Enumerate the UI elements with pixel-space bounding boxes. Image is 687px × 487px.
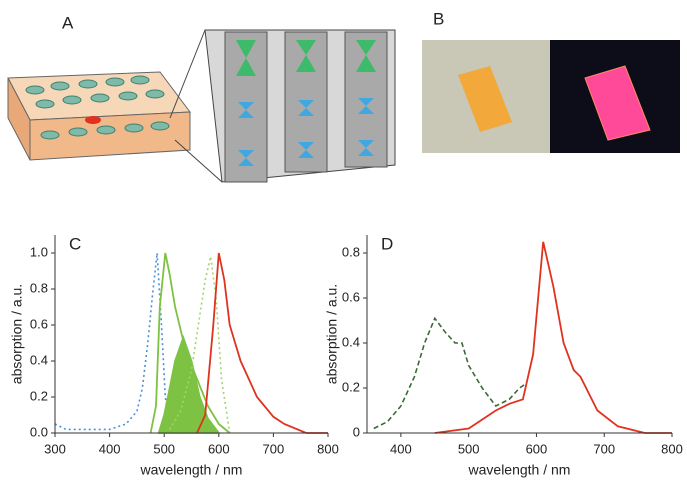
- x-tick-label: 500: [153, 441, 175, 456]
- y-tick-label: 0.2: [30, 388, 48, 403]
- illustration-b: [422, 40, 680, 153]
- line: [197, 253, 328, 433]
- line: [435, 242, 672, 433]
- y-tick-label: 0.8: [30, 280, 48, 295]
- x-tick-label: 800: [317, 441, 339, 456]
- x-tick-label: 400: [99, 441, 121, 456]
- x-tick-label: 300: [44, 441, 66, 456]
- y-tick-label: 0.6: [30, 316, 48, 331]
- x-axis-label: wavelength / nm: [140, 462, 243, 478]
- y-tick-label: 0.2: [342, 379, 360, 394]
- y-tick-label: 0.4: [30, 352, 48, 367]
- page: A B 0.0 0.2 0.4 0.6 0.8 1.0 300 400 500 600 700 800…: [0, 0, 687, 487]
- x-tick-label: 600: [526, 441, 548, 456]
- panel-label: D: [381, 234, 393, 253]
- x-tick-label: 800: [661, 441, 683, 456]
- illustration-a: [8, 30, 395, 182]
- x-tick-label: 400: [390, 441, 412, 456]
- panel-label: B: [433, 9, 444, 28]
- x-axis-label: wavelength / nm: [468, 462, 571, 478]
- y-tick-label: 1.0: [30, 244, 48, 259]
- panel-label: C: [69, 234, 81, 253]
- x-tick-label: 700: [263, 441, 285, 456]
- y-tick-label: 0.8: [342, 244, 360, 259]
- x-tick-label: 500: [458, 441, 480, 456]
- panel-label: A: [62, 13, 74, 32]
- x-tick-label: 700: [593, 441, 615, 456]
- line: [374, 318, 527, 428]
- y-tick-label: 0: [353, 424, 360, 439]
- y-tick-label: 0.0: [30, 424, 48, 439]
- area: [159, 338, 219, 433]
- x-tick-label: 600: [208, 441, 230, 456]
- y-tick-label: 0.4: [342, 334, 360, 349]
- y-tick-label: 0.6: [342, 289, 360, 304]
- y-axis-label: absorption / a.u.: [324, 284, 340, 384]
- y-axis-label: absorption / a.u.: [9, 284, 25, 384]
- figure: A B 0.0 0.2 0.4 0.6 0.8 1.0 300 400 500 600 700 800…: [0, 0, 687, 482]
